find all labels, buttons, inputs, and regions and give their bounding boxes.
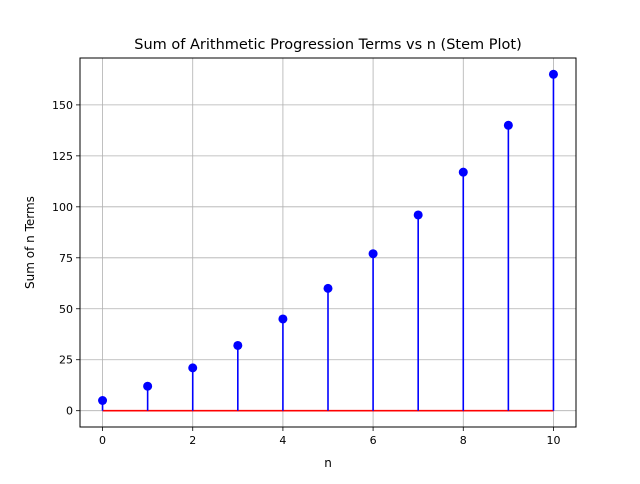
y-tick-label: 0 <box>66 405 73 418</box>
stem-marker <box>278 314 288 324</box>
x-tick-label: 2 <box>189 434 196 447</box>
stem-marker <box>413 210 423 220</box>
y-tick-label: 50 <box>59 303 73 316</box>
stem-marker <box>143 381 153 391</box>
y-axis-ticks: 0 25 50 75 100 125 150 <box>52 99 80 418</box>
x-axis-label: n <box>324 456 332 470</box>
x-tick-label: 10 <box>546 434 560 447</box>
x-tick-label: 6 <box>370 434 377 447</box>
stem-marker <box>548 69 558 79</box>
marker-layer <box>98 69 558 405</box>
y-tick-label: 25 <box>59 354 73 367</box>
stem-marker <box>458 167 468 177</box>
y-tick-label: 150 <box>52 99 73 112</box>
stem-layer <box>101 74 555 411</box>
x-tick-label: 4 <box>279 434 286 447</box>
x-tick-label: 0 <box>99 434 106 447</box>
stem-marker <box>368 249 378 259</box>
y-tick-label: 100 <box>52 201 73 214</box>
axes-frame <box>79 57 577 428</box>
y-tick-label: 125 <box>52 150 73 163</box>
chart-title: Sum of Arithmetic Progression Terms vs n… <box>134 37 521 53</box>
x-tick-label: 8 <box>460 434 467 447</box>
stem-marker <box>188 363 198 373</box>
x-axis-ticks: 0 2 4 6 8 10 <box>99 427 560 447</box>
stem-marker <box>233 340 243 350</box>
stem-marker <box>98 395 108 405</box>
y-axis-label: Sum of n Terms <box>23 196 37 289</box>
y-tick-label: 75 <box>59 252 73 265</box>
stem-marker <box>503 120 513 130</box>
stem-marker <box>323 283 333 293</box>
